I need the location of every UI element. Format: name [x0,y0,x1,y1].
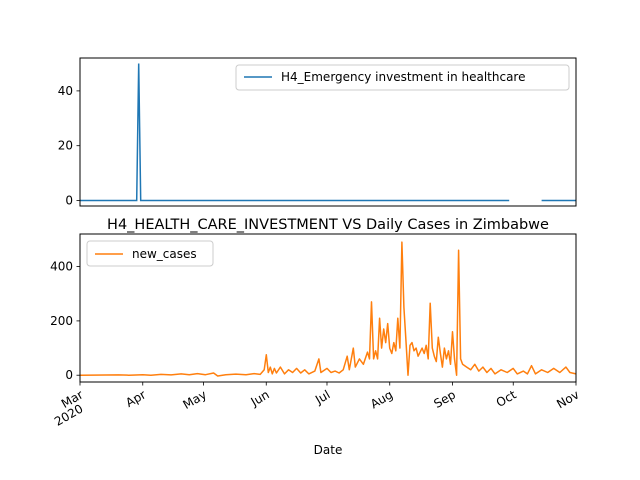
top-y-tick-label: 0 [65,194,73,208]
bottom-y-tick-label: 400 [50,260,73,274]
bottom-legend-label: new_cases [132,247,197,261]
bottom-y-ticks: 0 200 400 [50,260,80,382]
bottom-plot-lines [79,241,577,377]
top-series-line-segment [80,63,510,202]
top-y-tick-label: 40 [58,84,73,98]
x-tick-label: Jul [312,387,332,407]
bottom-y-tick-label: 0 [65,368,73,382]
bottom-legend: new_cases [86,240,214,267]
top-legend: H4_Emergency investment in healthcare [235,64,570,91]
top-legend-box [235,64,570,91]
bottom-legend-box [86,240,214,267]
bottom-chart-title: H4_HEALTH_CARE_INVESTMENT VS Daily Cases… [107,217,549,233]
x-axis-label: Date [314,443,343,457]
top-axes-frame [79,57,577,207]
bottom-axes-frame [79,233,577,383]
top-y-ticks: 0 20 40 [58,84,80,208]
new-cases-line [79,241,577,377]
top-plot-lines [80,63,576,202]
top-y-tick-label: 20 [58,139,73,153]
top-subplot: 0 20 40 H4_Emergency investment in healthc… [58,57,577,208]
top-legend-label: H4_Emergency investment in healthcare [281,70,525,84]
bottom-y-tick-label: 200 [50,314,73,328]
